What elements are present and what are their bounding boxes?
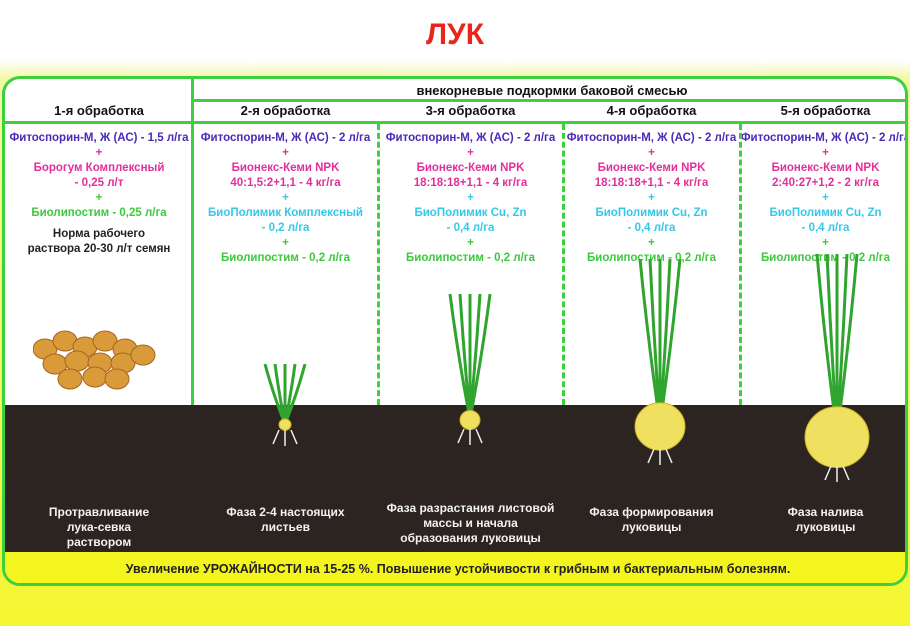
recipe-line: Фитоспорин-М, Ж (АС) - 2 л/га xyxy=(385,132,556,144)
growth-phase: Протравливание лука-севка раствором xyxy=(48,505,150,549)
recipe-line: + xyxy=(648,237,655,249)
treatment-recipe: Фитоспорин-М, Ж (АС) - 2 л/га + Бионекс-Ке… xyxy=(378,131,563,266)
recipe-line: + xyxy=(95,192,103,204)
column-header: 1-я обработка xyxy=(54,103,144,118)
divider xyxy=(739,124,742,405)
divider xyxy=(562,124,565,405)
recipe-line: - 0,4 л/га xyxy=(801,222,850,234)
recipe-line: 40:1,5:2+1,1 - 4 кг/га xyxy=(230,177,341,189)
recipe-line: Биолипостим - 0,2 л/га xyxy=(406,252,535,264)
recipe-line: 18:18:18+1,1 - 4 кг/га xyxy=(594,177,709,189)
recipe-line: Норма рабочего xyxy=(52,228,146,240)
recipe-line: + xyxy=(648,147,655,159)
recipe-line: + xyxy=(822,237,829,249)
recipe-line: БиоПолимик Cu, Zn xyxy=(414,207,527,219)
recipe-line: - 0,25 л/т xyxy=(74,177,124,189)
recipe-line: Бионекс-Кеми NPK xyxy=(416,162,525,174)
recipe-line: Биолипостим - 0,25 л/га xyxy=(31,207,167,219)
recipe-line: Бионекс-Кеми NPK xyxy=(597,162,706,174)
divider xyxy=(193,99,905,102)
treatment-recipe: Фитоспорин-М, Ж (АС) - 2 л/га + Бионекс-Ке… xyxy=(563,131,740,266)
recipe-line: + xyxy=(467,192,474,204)
growth-phase: Фаза 2-4 настоящих листьев xyxy=(226,505,345,534)
recipe-line: БиоПолимик Cu, Zn xyxy=(769,207,882,219)
onion-seedling-illustration xyxy=(263,364,307,446)
recipe-line: + xyxy=(282,147,289,159)
column-header: 2-я обработка xyxy=(240,103,331,118)
recipe-line: + xyxy=(822,192,829,204)
growth-phase: Фаза разрастания листовой массы и начала о… xyxy=(386,501,555,545)
group-header: внекорневые подкормки баковой смесью xyxy=(416,83,688,98)
treatment-table: внекорневые подкормки баковой смесью Про… xyxy=(2,76,908,586)
recipe-line: Бионекс-Кеми NPK xyxy=(231,162,340,174)
treatment-recipe: Фитоспорин-М, Ж (АС) - 2 л/га + Бионекс-Ке… xyxy=(740,131,908,266)
recipe-line: раствора 20-30 л/т семян xyxy=(27,243,171,255)
treatment-recipe: Фитоспорин-М, Ж (АС) - 1,5 л/га + Борогум … xyxy=(5,131,193,257)
divider xyxy=(377,124,380,405)
growth-phase: Фаза налива луковицы xyxy=(787,505,864,534)
onion-bulb-forming-illustration xyxy=(634,259,686,465)
onion-sets-illustration xyxy=(33,330,156,390)
recipe-line: БиоПолимик Комплексный xyxy=(208,207,363,219)
recipe-line: + xyxy=(467,147,474,159)
recipe-line: + xyxy=(822,147,829,159)
recipe-line: + xyxy=(648,192,655,204)
divider xyxy=(191,79,194,405)
column-header: 4-я обработка xyxy=(606,103,697,118)
column-header: 3-я обработка xyxy=(425,103,516,118)
onion-bulb-filling-illustration xyxy=(804,254,870,482)
recipe-line: + xyxy=(467,237,474,249)
soil-band: Протравливание лука-севка раствором Фаза 2-… xyxy=(5,405,905,552)
recipe-line: Фитоспорин-М, Ж (АС) - 2 л/га xyxy=(566,132,737,144)
growth-phase: Фаза формирования луковицы xyxy=(589,505,714,534)
recipe-line: + xyxy=(282,237,289,249)
recipe-line: 18:18:18+1,1 - 4 кг/га xyxy=(413,177,528,189)
recipe-line: + xyxy=(282,192,289,204)
recipe-line: Бионекс-Кеми NPK xyxy=(771,162,880,174)
footer-note: Увеличение УРОЖАЙНОСТИ на 15-25 %. Повыш… xyxy=(5,552,905,583)
recipe-line: Биолипостим - 0,2 л/га xyxy=(221,252,350,264)
treatment-recipe: Фитоспорин-М, Ж (АС) - 2 л/га + Бионекс-Ке… xyxy=(193,131,378,266)
recipe-line: Фитоспорин-М, Ж (АС) - 1,5 л/га xyxy=(9,132,189,144)
onion-sprout-illustration xyxy=(448,294,492,445)
recipe-line: Фитоспорин-М, Ж (АС) - 2 л/га xyxy=(200,132,371,144)
page-title: ЛУК xyxy=(425,18,485,51)
recipe-line: - 0,2 л/га xyxy=(261,222,310,234)
column-header: 5-я обработка xyxy=(780,103,871,118)
recipe-line: Борогум Комплексный xyxy=(33,162,165,174)
recipe-line: БиоПолимик Cu, Zn xyxy=(595,207,708,219)
recipe-line: - 0,4 л/га xyxy=(446,222,495,234)
divider xyxy=(5,121,905,124)
recipe-line: Биолипостим - 0,2 л/га xyxy=(587,252,716,264)
recipe-line: Фитоспорин-М, Ж (АС) - 2 л/га xyxy=(740,132,908,144)
recipe-line: - 0,4 л/га xyxy=(627,222,676,234)
recipe-line: 2:40:27+1,2 - 2 кг/га xyxy=(771,177,880,189)
recipe-line: + xyxy=(95,147,103,159)
